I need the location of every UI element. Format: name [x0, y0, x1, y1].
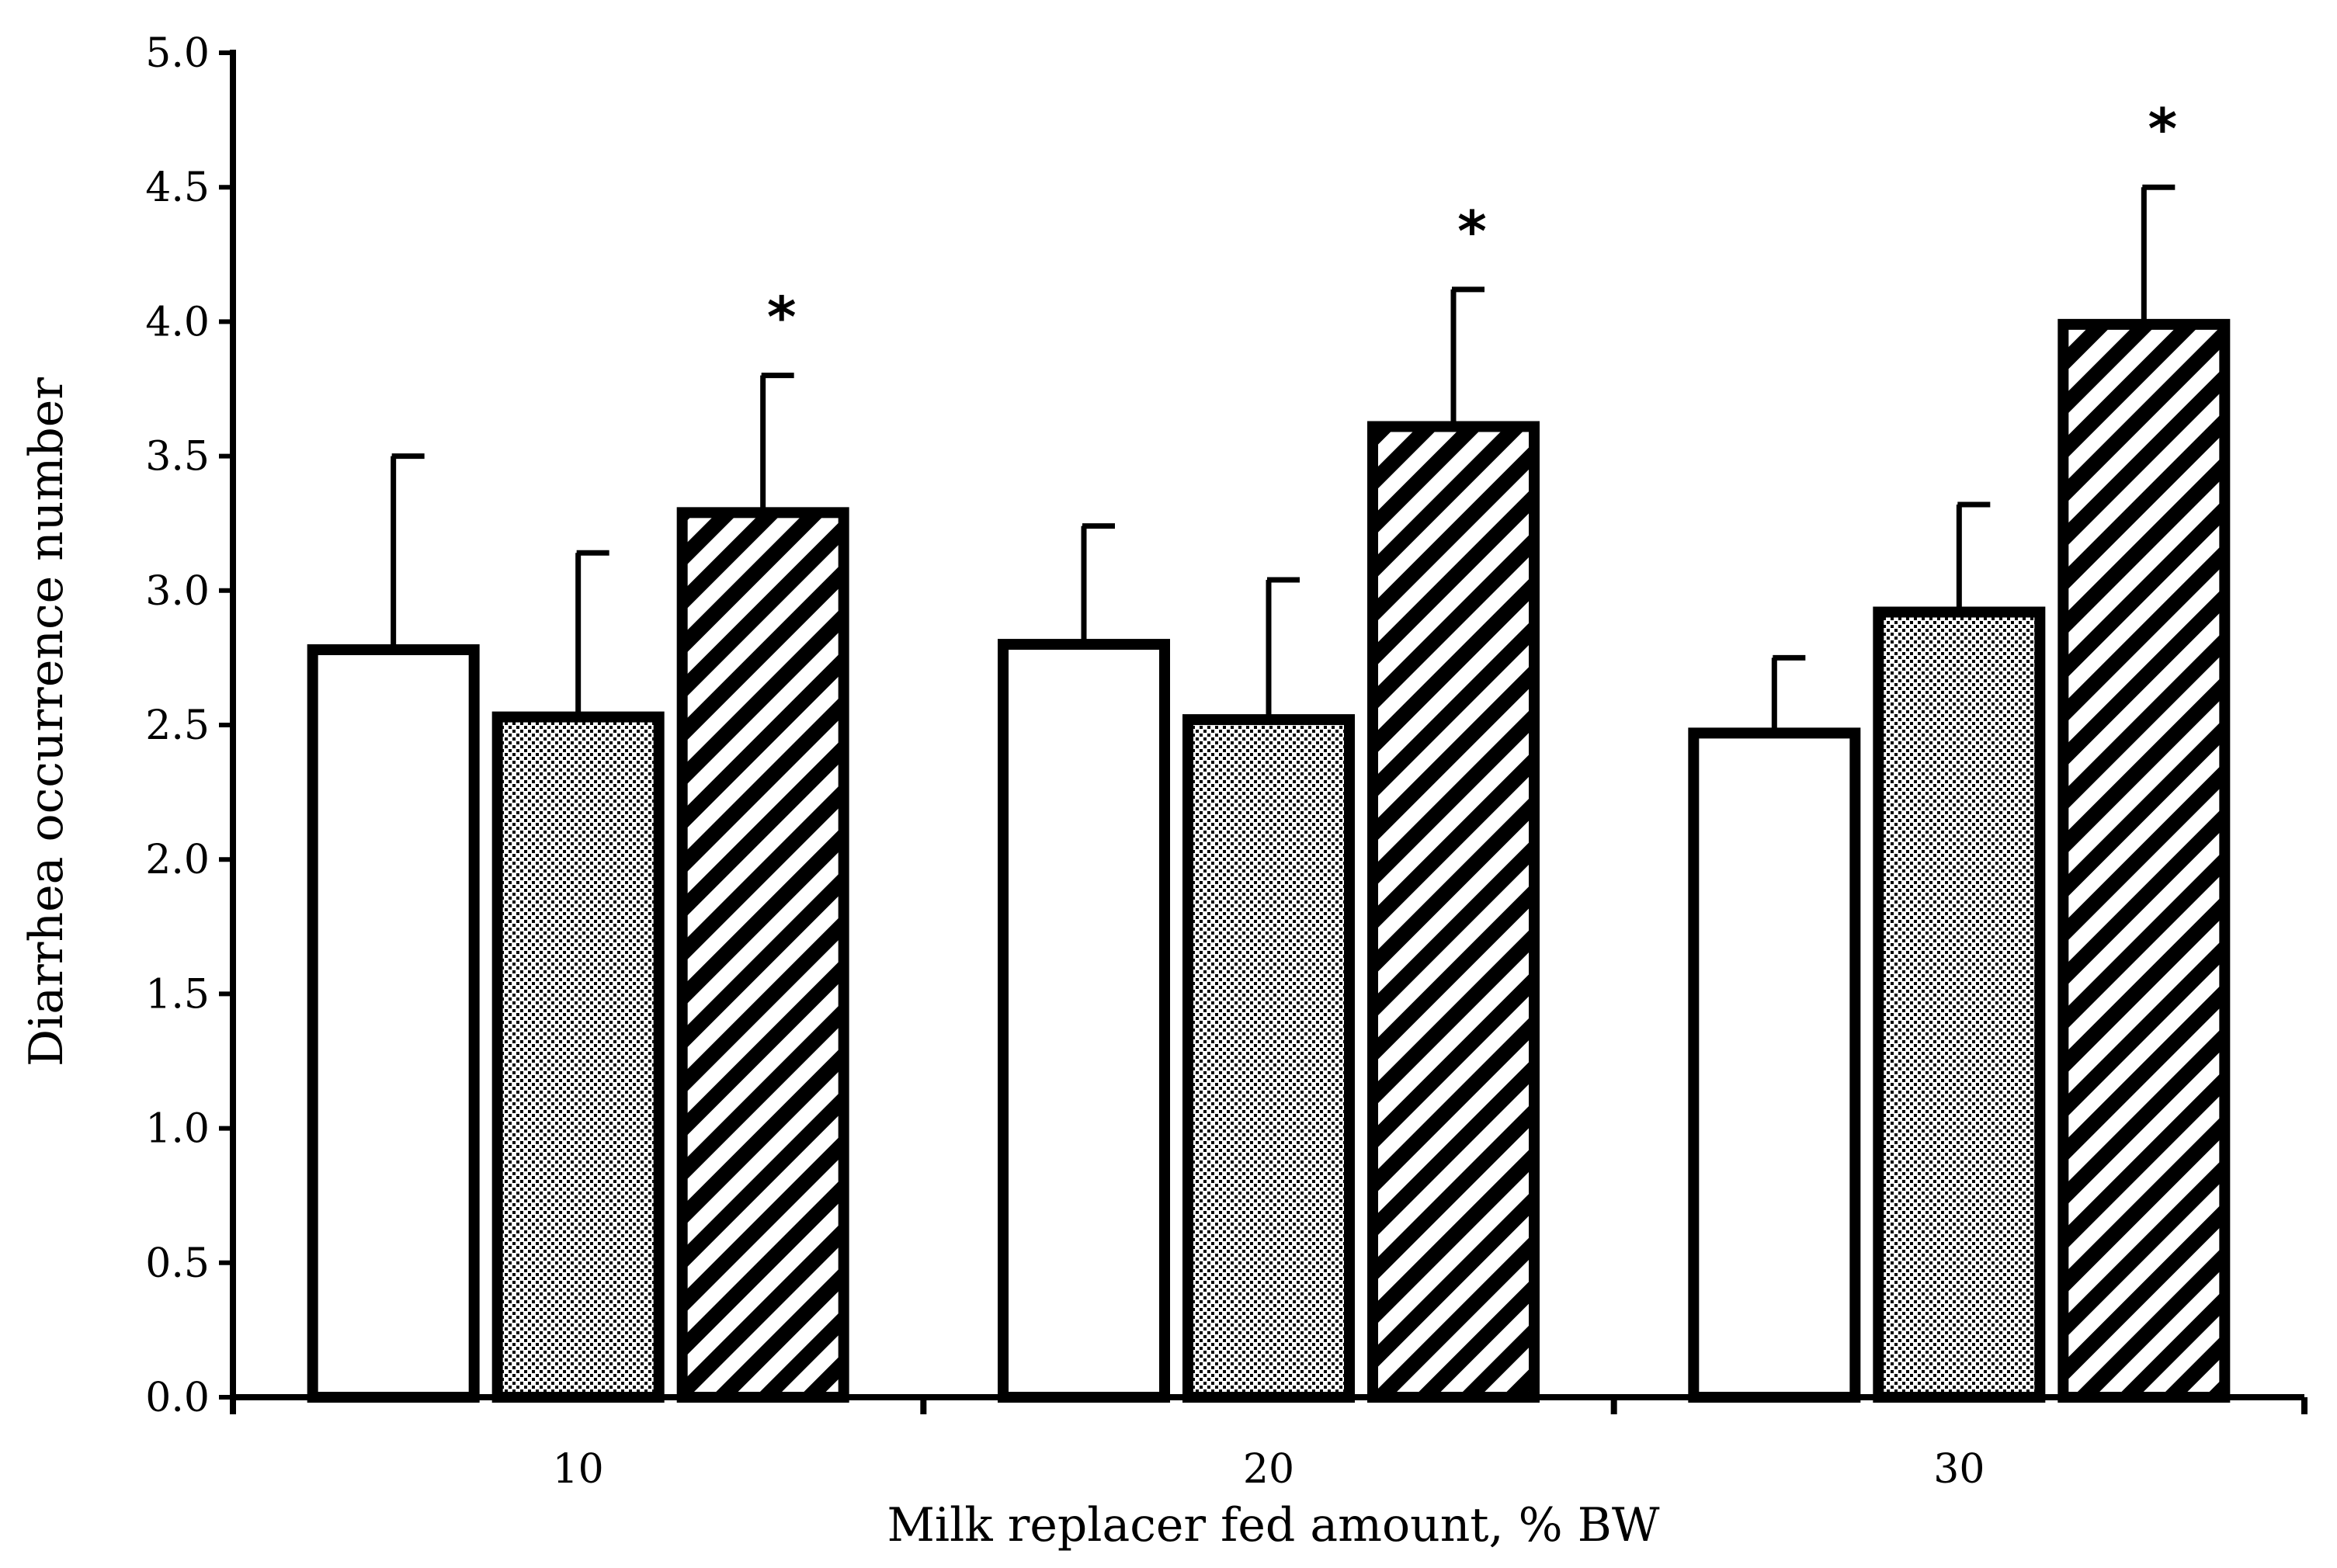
- bar-series-1-30: [1688, 727, 1861, 1403]
- y-tick-label: 0.5: [145, 1240, 210, 1287]
- bar-series-3-10: [676, 507, 849, 1403]
- y-tick-label: 4.0: [145, 299, 210, 345]
- y-axis-title: Diarrhea occurrence number: [19, 377, 74, 1067]
- significance-marks: * * *: [767, 96, 2177, 349]
- x-tick-label: 30: [1933, 1446, 1985, 1493]
- bar-series-2-20: [1182, 714, 1355, 1403]
- significance-star: *: [1457, 199, 1487, 264]
- y-tick-label: 3.0: [145, 568, 210, 615]
- y-tick-label: 2.0: [145, 837, 210, 883]
- y-tick-label: 0.0: [145, 1375, 210, 1421]
- x-axis-title: Milk replacer fed amount, % BW: [887, 1498, 1659, 1552]
- bar-series-3-30: [2057, 318, 2231, 1403]
- y-tick-label: 5.0: [145, 30, 210, 77]
- bar-series-3-20: [1367, 421, 1540, 1403]
- y-tick-label: 2.5: [145, 702, 210, 749]
- x-tick-label: 10: [553, 1446, 604, 1493]
- y-tick-label: 1.5: [145, 971, 210, 1018]
- bars: [307, 318, 2231, 1403]
- bar-series-2-30: [1873, 606, 2046, 1403]
- y-tick-label: 4.5: [145, 165, 210, 211]
- significance-star: *: [2148, 96, 2178, 161]
- error-bars: [391, 184, 2176, 734]
- x-axis: 10 20 30: [230, 1394, 2307, 1493]
- significance-star: *: [767, 285, 797, 350]
- y-tick-label: 1.0: [145, 1106, 210, 1153]
- bar-series-1-20: [998, 639, 1170, 1403]
- x-tick-label: 20: [1243, 1446, 1294, 1493]
- y-axis: 0.0 0.5 1.0 1.5 2.0 2.5 3.0 3.5 4.0 4.5 5.0: [145, 30, 236, 1421]
- y-tick-label: 3.5: [145, 434, 210, 480]
- bar-series-1-10: [307, 644, 480, 1403]
- bar-series-2-10: [491, 711, 665, 1403]
